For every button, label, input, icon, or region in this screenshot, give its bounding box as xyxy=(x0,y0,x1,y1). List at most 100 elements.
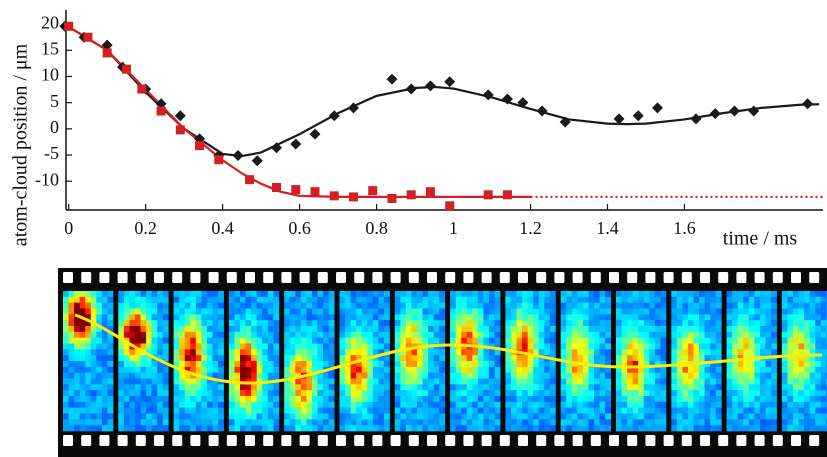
image-pixel xyxy=(367,414,373,420)
image-pixel xyxy=(671,355,677,361)
image-pixel xyxy=(732,408,738,414)
image-pixel xyxy=(417,396,423,402)
image-pixel xyxy=(743,309,749,315)
image-pixel xyxy=(450,408,456,414)
image-pixel xyxy=(705,309,711,315)
image-pixel xyxy=(141,396,147,402)
image-pixel xyxy=(732,303,738,309)
image-pixel xyxy=(428,355,434,361)
image-pixel xyxy=(633,309,639,315)
image-pixel xyxy=(74,402,80,408)
image-pixel xyxy=(633,402,639,408)
image-pixel xyxy=(91,309,97,315)
image-pixel xyxy=(218,326,224,332)
image-pixel xyxy=(340,338,346,344)
image-pixel xyxy=(395,373,401,379)
sprocket-hole xyxy=(263,272,273,283)
image-pixel xyxy=(450,297,456,303)
image-pixel xyxy=(682,309,688,315)
image-pixel xyxy=(616,332,622,338)
image-pixel xyxy=(528,419,534,425)
image-pixel xyxy=(141,344,147,350)
image-pixel xyxy=(395,355,401,361)
image-pixel xyxy=(351,303,357,309)
image-pixel xyxy=(505,402,511,408)
image-pixel xyxy=(163,314,169,320)
image-pixel xyxy=(246,396,252,402)
image-pixel xyxy=(345,338,351,344)
image-pixel xyxy=(80,390,86,396)
image-pixel xyxy=(102,367,108,373)
image-pixel xyxy=(688,314,694,320)
image-pixel xyxy=(738,379,744,385)
image-pixel xyxy=(677,419,683,425)
image-pixel xyxy=(323,396,329,402)
image-pixel xyxy=(577,396,583,402)
image-pixel xyxy=(301,379,307,385)
image-pixel xyxy=(246,373,252,379)
image-pixel xyxy=(384,361,390,367)
image-pixel xyxy=(124,303,130,309)
image-pixel xyxy=(174,303,180,309)
image-pixel xyxy=(257,338,263,344)
image-pixel xyxy=(799,402,805,408)
image-pixel xyxy=(406,309,412,315)
image-pixel xyxy=(340,390,346,396)
image-pixel xyxy=(743,291,749,297)
image-pixel xyxy=(91,297,97,303)
image-pixel xyxy=(146,402,152,408)
image-pixel xyxy=(804,338,810,344)
image-pixel xyxy=(754,373,760,379)
image-pixel xyxy=(306,320,312,326)
image-pixel xyxy=(157,390,163,396)
image-pixel xyxy=(251,414,257,420)
image-pixel xyxy=(671,297,677,303)
image-pixel xyxy=(406,320,412,326)
image-pixel xyxy=(644,297,650,303)
image-pixel xyxy=(511,291,517,297)
image-pixel xyxy=(799,361,805,367)
image-pixel xyxy=(246,291,252,297)
image-pixel xyxy=(815,291,821,297)
image-pixel xyxy=(660,349,666,355)
image-pixel xyxy=(318,402,324,408)
image-pixel xyxy=(467,414,473,420)
image-pixel xyxy=(329,408,335,414)
image-pixel xyxy=(583,402,589,408)
image-pixel xyxy=(682,326,688,332)
image-pixel xyxy=(572,326,578,332)
image-pixel xyxy=(345,303,351,309)
image-pixel xyxy=(699,332,705,338)
image-pixel xyxy=(273,326,279,332)
image-pixel xyxy=(246,390,252,396)
image-pixel xyxy=(793,291,799,297)
sprocket-hole xyxy=(354,272,364,283)
image-pixel xyxy=(179,414,185,420)
image-pixel xyxy=(705,320,711,326)
image-pixel xyxy=(727,303,733,309)
image-pixel xyxy=(533,379,539,385)
image-pixel xyxy=(268,402,274,408)
image-pixel xyxy=(627,355,633,361)
image-pixel xyxy=(74,367,80,373)
image-pixel xyxy=(749,396,755,402)
image-pixel xyxy=(69,344,75,350)
image-pixel xyxy=(63,309,69,315)
image-pixel xyxy=(765,309,771,315)
image-pixel xyxy=(124,425,130,431)
image-pixel xyxy=(732,338,738,344)
image-pixel xyxy=(638,419,644,425)
sprocket-hole xyxy=(809,272,819,283)
image-pixel xyxy=(163,309,169,315)
image-pixel xyxy=(716,326,722,332)
image-pixel xyxy=(456,419,462,425)
image-pixel xyxy=(682,355,688,361)
image-pixel xyxy=(682,414,688,420)
image-pixel xyxy=(483,402,489,408)
image-pixel xyxy=(74,408,80,414)
sprocket-hole xyxy=(627,272,637,283)
image-pixel xyxy=(732,332,738,338)
image-pixel xyxy=(323,373,329,379)
image-pixel xyxy=(268,361,274,367)
image-pixel xyxy=(754,291,760,297)
